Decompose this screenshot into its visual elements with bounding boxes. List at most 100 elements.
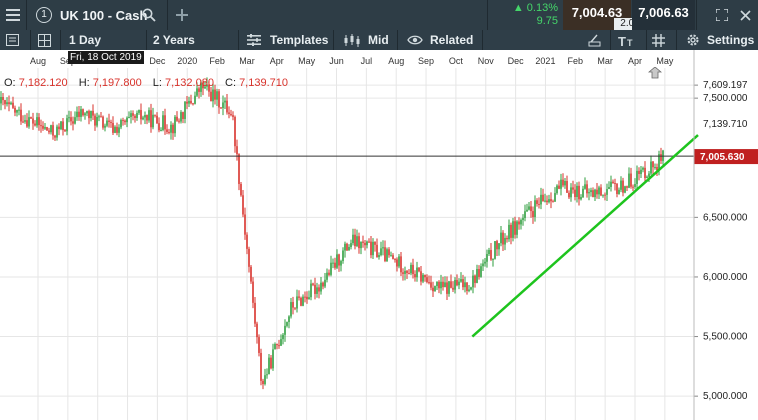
ask-price-button[interactable]: 7,006.63 (632, 0, 695, 30)
candle-body (252, 281, 254, 303)
x-tick-label: Mar (597, 56, 613, 66)
chart-grid (0, 68, 694, 420)
candle-body (496, 241, 498, 250)
candle-body (58, 126, 60, 130)
candle-body (52, 125, 54, 136)
candle-body (474, 275, 476, 283)
instrument-name[interactable]: UK 100 - Cash (60, 7, 148, 23)
related-eye-icon[interactable] (407, 30, 425, 50)
candle-body (558, 185, 560, 189)
candle-body (556, 185, 558, 194)
candle-body (348, 246, 350, 251)
candle-body (86, 111, 88, 114)
candle-body (90, 110, 92, 119)
candle-body (614, 182, 616, 184)
price-chart[interactable]: Aug Sep Oct Nov Dec 2020 Feb Mar Apr May Jun Jul Aug… (0, 50, 758, 420)
candle-body (592, 190, 594, 198)
candle-body (316, 287, 318, 294)
candle-body (372, 241, 374, 256)
candle-body (132, 113, 134, 116)
candle-body (544, 200, 546, 202)
templates-button[interactable]: Templates (270, 33, 329, 47)
candle-body (298, 296, 300, 298)
candle-body (56, 126, 58, 138)
related-button[interactable]: Related (430, 33, 474, 47)
candle-body (136, 112, 138, 119)
candle-body (126, 117, 128, 123)
candle-body (270, 357, 272, 369)
candle-body (354, 234, 356, 247)
candle-body (44, 127, 46, 129)
candle-body (212, 89, 214, 102)
candle-body (612, 181, 614, 183)
price-type-selector[interactable]: Mid (368, 33, 389, 47)
candle-body (356, 236, 358, 247)
expand-icon[interactable] (716, 0, 732, 30)
drawing-tools-icon[interactable] (588, 30, 604, 50)
candle-body (620, 180, 622, 190)
candle-body (194, 95, 196, 104)
candlestick-icon[interactable] (343, 30, 363, 50)
candle-body (112, 122, 114, 133)
candle-body (128, 117, 130, 119)
gear-icon[interactable] (686, 30, 702, 50)
candle-body (596, 189, 598, 195)
candle-body (590, 190, 592, 193)
ohlc-readout: O: 7,182.120 H: 7,197.800 L: 7,132.080 C… (4, 77, 288, 89)
x-tick-label: May (656, 56, 674, 66)
candle-body (634, 183, 636, 187)
x-tick-label: Dec (508, 56, 525, 66)
candle-body (492, 258, 494, 260)
search-icon[interactable] (142, 0, 160, 30)
candle-body (4, 100, 6, 105)
gridlines-icon[interactable] (652, 30, 668, 50)
ask-price: 7,006.63 (638, 4, 689, 20)
candle-body (74, 117, 76, 124)
svg-text:T: T (618, 34, 626, 47)
x-tick-label: Dec (149, 56, 166, 66)
candle-body (524, 211, 526, 218)
interval-selector[interactable]: 1 Day (69, 33, 102, 47)
candle-body (392, 255, 394, 259)
candle-body (288, 316, 290, 323)
candle-body (390, 255, 392, 257)
close-icon[interactable] (740, 0, 754, 30)
panel-layout-icon[interactable] (6, 30, 22, 50)
candle-body (368, 241, 370, 243)
candle-body (308, 297, 310, 300)
candle-body (292, 302, 294, 308)
candle-body (222, 102, 224, 108)
templates-icon[interactable] (247, 30, 263, 50)
candle-body (118, 127, 120, 133)
candle-body (16, 109, 18, 113)
y-tick-label: 7,500.000 (703, 93, 748, 104)
scroll-to-latest-handle[interactable] (647, 66, 663, 79)
change-percent-row: ▲ 0.13% (513, 2, 558, 15)
candle-body (506, 237, 508, 240)
candle-body (412, 264, 414, 275)
candle-body (318, 287, 320, 292)
up-arrow-icon: ▲ (512, 2, 527, 14)
candle-body (40, 125, 42, 127)
candle-body (116, 126, 118, 133)
candle-body (520, 219, 522, 225)
candle-body (156, 115, 158, 124)
candle-body (480, 266, 482, 277)
grid-layout-icon[interactable] (38, 30, 54, 50)
candle-body (552, 201, 554, 203)
candle-body (532, 211, 534, 217)
hamburger-menu-icon[interactable] (0, 0, 26, 30)
candle-body (624, 186, 626, 193)
settings-button[interactable]: Settings (707, 33, 755, 47)
candle-body (260, 352, 262, 381)
candle-body (606, 189, 608, 195)
range-selector[interactable]: 2 Years (153, 33, 195, 47)
candle-body (262, 380, 264, 385)
candle-body (142, 117, 144, 120)
candle-body (2, 96, 4, 101)
candle-body (88, 111, 90, 119)
plus-icon[interactable] (176, 0, 192, 30)
candle-body (476, 268, 478, 283)
